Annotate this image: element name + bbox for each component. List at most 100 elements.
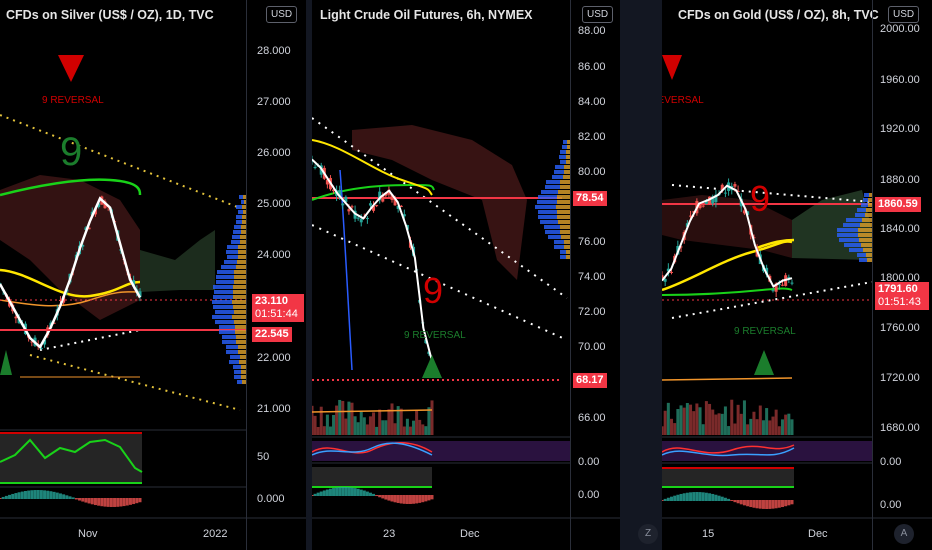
gold-candle bbox=[679, 246, 683, 248]
crude-vp-bar bbox=[567, 145, 570, 149]
crude-vp-bar bbox=[567, 140, 570, 144]
silver-macd-bar bbox=[106, 498, 110, 507]
crude-macd-bar bbox=[421, 495, 425, 503]
silver-vp-bar bbox=[241, 370, 246, 374]
crude-price-tick: 72.00 bbox=[578, 306, 606, 318]
gold-osc2-bg bbox=[662, 467, 794, 487]
gold-vp-bar bbox=[860, 223, 872, 227]
gold-macd-bar bbox=[689, 492, 693, 501]
silver-vp-bar bbox=[235, 325, 246, 329]
silver-vp-bar bbox=[216, 275, 234, 279]
crude-candle bbox=[313, 166, 317, 169]
crude-volume-bar bbox=[372, 412, 376, 435]
crude-vp-bar bbox=[561, 235, 570, 239]
gold-macd-bar bbox=[761, 500, 765, 509]
silver-macd-bar bbox=[52, 491, 56, 499]
crude-macd-bar bbox=[332, 488, 336, 496]
gold-price-axis bbox=[872, 0, 932, 550]
silver-vp-bar bbox=[224, 260, 237, 264]
gold-candle bbox=[711, 196, 715, 204]
silver-vp-bar bbox=[241, 230, 246, 234]
gold-macd-bar bbox=[662, 500, 664, 501]
silver-macd-bar bbox=[138, 498, 142, 503]
crude-price-tick: 66.00 bbox=[578, 412, 606, 424]
crude-volume-bar bbox=[412, 420, 416, 435]
silver-ma-orange bbox=[0, 291, 141, 307]
silver-price-tick: 22.000 bbox=[257, 352, 291, 364]
gold-macd-bar bbox=[746, 500, 750, 507]
gold-macd-bar bbox=[666, 497, 670, 501]
gold-volume-bar bbox=[780, 419, 784, 435]
crude-vp-bar bbox=[560, 225, 570, 229]
silver-vp-bar bbox=[229, 360, 239, 364]
crude-macd-bar bbox=[372, 493, 376, 496]
crude-volume-bar bbox=[399, 408, 403, 435]
z-button[interactable]: Z bbox=[638, 524, 658, 544]
silver-trendline-lower bbox=[29, 354, 241, 411]
silver-vp-bar bbox=[236, 265, 246, 269]
gold-candle bbox=[662, 275, 664, 279]
crude-currency-button[interactable]: USD bbox=[582, 6, 614, 23]
silver-macd-bar bbox=[87, 498, 91, 504]
crude-volume-bar bbox=[384, 420, 388, 435]
gold-candle bbox=[736, 190, 740, 192]
silver-vp-bar bbox=[226, 250, 238, 254]
silver-x-label: 2022 bbox=[203, 528, 228, 540]
gold-macd-histogram bbox=[662, 492, 794, 509]
silver-macd-bar bbox=[71, 497, 75, 499]
crude-osc-line-blue bbox=[312, 442, 433, 456]
gold-candle bbox=[774, 283, 778, 292]
gold-reversal-label-top: 9 REVERSAL bbox=[662, 95, 704, 106]
silver-macd-bar bbox=[43, 490, 47, 499]
crude-vp-bar bbox=[566, 150, 570, 154]
silver-price-tick: 27.000 bbox=[257, 96, 291, 108]
crude-volume-bar bbox=[368, 416, 372, 435]
crude-macd-bar bbox=[393, 495, 397, 503]
silver-candle bbox=[87, 227, 91, 230]
silver-vp-bar bbox=[231, 240, 240, 244]
gold-macd-bar bbox=[752, 500, 756, 508]
crude-volume-bar bbox=[328, 426, 332, 435]
crude-candle bbox=[402, 214, 406, 217]
crude-ma-blue bbox=[339, 169, 353, 371]
crude-chart-pane[interactable]: Light Crude Oil Futures, 6h, NYMEX 9 9 R… bbox=[312, 0, 620, 550]
crude-volume-bar bbox=[347, 401, 351, 435]
crude-volume-bar bbox=[390, 403, 394, 435]
gold-price-tick: 1800.00 bbox=[880, 272, 920, 284]
gold-chart-pane[interactable]: CFDs on Gold (US$ / OZ), 8h, TVC 9 REVER… bbox=[662, 0, 932, 550]
gold-volume-bars bbox=[662, 399, 794, 435]
gold-macd-bar bbox=[723, 497, 727, 501]
silver-vp-bar bbox=[243, 210, 246, 214]
pane-separator[interactable] bbox=[306, 0, 312, 550]
crude-x-label: Dec bbox=[460, 528, 480, 540]
silver-currency-button[interactable]: USD bbox=[266, 6, 298, 23]
silver-price-tick: 28.000 bbox=[257, 45, 291, 57]
silver-vp-bar bbox=[236, 205, 242, 209]
crude-vp-bar bbox=[552, 175, 563, 179]
pane-separator[interactable] bbox=[620, 0, 662, 550]
crude-candle bbox=[393, 199, 397, 206]
silver-vp-bar bbox=[238, 245, 246, 249]
silver-macd-bar bbox=[135, 498, 139, 504]
silver-price-tick: 26.000 bbox=[257, 147, 291, 159]
gold-macd-bar bbox=[730, 500, 734, 502]
silver-vp-bar bbox=[215, 310, 234, 314]
gold-candle bbox=[790, 282, 794, 284]
crude-candle bbox=[396, 205, 400, 209]
silver-macd-bar bbox=[116, 498, 120, 507]
silver-macd-bar bbox=[46, 490, 50, 499]
silver-macd-bar bbox=[4, 495, 8, 499]
crude-vp-bar bbox=[554, 245, 564, 249]
crude-macd-bar bbox=[325, 489, 329, 496]
silver-macd-bar bbox=[62, 494, 66, 499]
crude-vp-bar bbox=[557, 200, 570, 204]
gold-candle bbox=[670, 271, 674, 273]
gold-currency-button[interactable]: USD bbox=[888, 6, 920, 23]
silver-vp-bar bbox=[236, 220, 242, 224]
crude-volume-bar bbox=[313, 415, 317, 435]
gold-volume-ma bbox=[662, 377, 793, 381]
silver-chart-pane[interactable]: CFDs on Silver (US$ / OZ), 1D, TVC 9 REV… bbox=[0, 0, 306, 550]
a-button[interactable]: A bbox=[894, 524, 914, 544]
crude-price-tick: 76.00 bbox=[578, 236, 606, 248]
gold-macd-bar bbox=[736, 500, 740, 504]
